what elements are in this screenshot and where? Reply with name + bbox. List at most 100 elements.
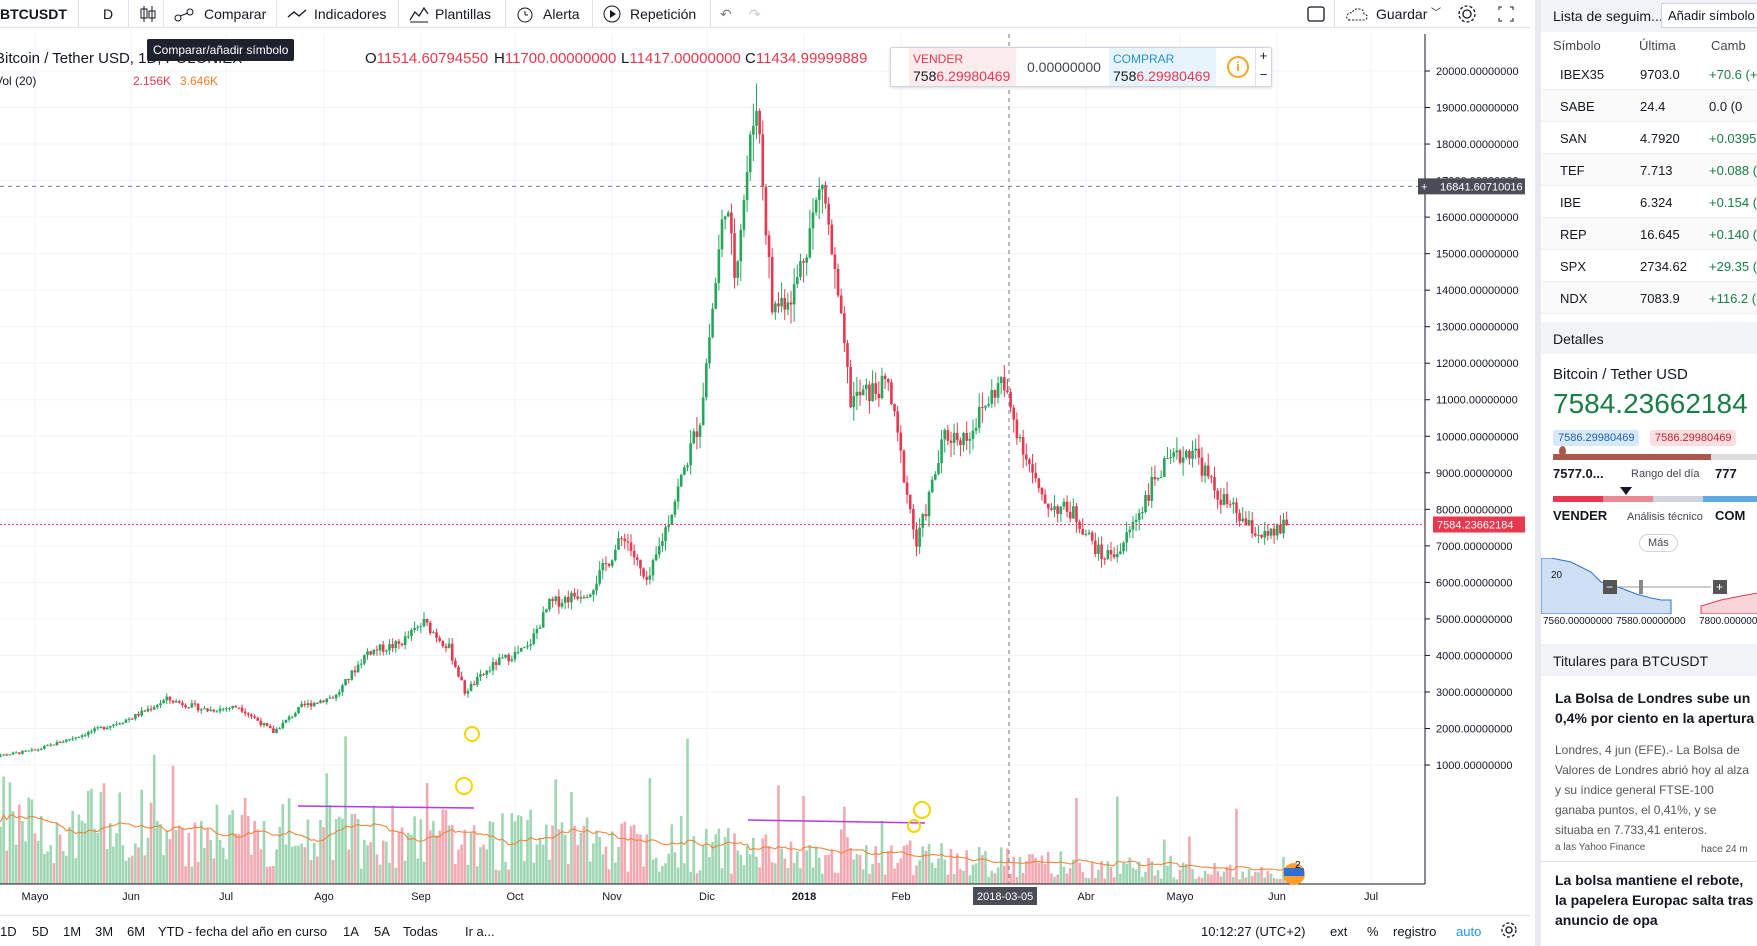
sell-button[interactable]: VENDER 7586.29980469 (909, 48, 1016, 86)
replay-icon[interactable] (601, 0, 623, 28)
price-axis[interactable]: 20000.00000000 19000.00000000 18000.000000… (1424, 34, 1530, 884)
volume-bar (309, 860, 313, 884)
goto-date-button[interactable]: Ir a... (465, 924, 495, 939)
alert-button[interactable]: Alerta (543, 6, 580, 22)
news-title[interactable]: Titulares para BTCUSDT (1553, 653, 1709, 669)
svg-text:16841.60710016: 16841.60710016 (1440, 181, 1523, 193)
candle-body (1024, 454, 1028, 460)
save-button[interactable]: Guardar (1376, 6, 1428, 22)
range-button[interactable]: 5A (374, 924, 390, 939)
price-chart[interactable]: 20000.00000000 19000.00000000 18000.000000… (0, 34, 1530, 914)
marker-circle[interactable] (464, 726, 480, 742)
add-symbol-button[interactable]: Añadir símbolo (1661, 3, 1757, 28)
minus-icon[interactable]: − (1255, 67, 1271, 86)
events-flag-icon[interactable]: 2 (1283, 860, 1305, 885)
interval-button[interactable]: D (103, 6, 114, 22)
candle-body (447, 643, 451, 648)
more-button[interactable]: Más (1639, 534, 1678, 552)
marker-circle[interactable] (907, 819, 921, 833)
candle-body (1184, 450, 1188, 458)
trend-line[interactable] (297, 805, 475, 809)
undo-icon[interactable]: ↶ (720, 6, 732, 22)
templates-button[interactable]: Plantillas (435, 6, 492, 22)
range-button[interactable]: 3M (95, 924, 114, 939)
templates-icon[interactable] (408, 0, 430, 28)
candle-body (256, 717, 260, 721)
candle-body (676, 486, 680, 502)
log-toggle[interactable]: registro (1393, 924, 1437, 939)
ext-toggle[interactable]: ext (1330, 924, 1348, 939)
candle-body (795, 277, 799, 285)
watchlist-row[interactable]: IBEX35 9703.0 +70.6 (+0 (1541, 58, 1757, 90)
alarm-clock-icon[interactable] (514, 0, 536, 28)
volume-bar (777, 785, 780, 884)
range-button[interactable]: 6M (127, 924, 146, 939)
percent-toggle[interactable]: % (1367, 924, 1379, 939)
cloud-icon[interactable] (1344, 0, 1370, 28)
chevron-down-icon[interactable]: ﹀ (1431, 8, 1441, 19)
replay-button[interactable]: Repetición (630, 6, 697, 22)
volume-bar (83, 823, 87, 884)
range-button[interactable]: 5D (32, 924, 49, 939)
news-item-body[interactable]: Londres, 4 jun (EFE).- La Bolsa de Valor… (1555, 743, 1749, 837)
compare-button[interactable]: Comparar (204, 6, 267, 22)
watchlist-row[interactable]: SAN 4.7920 +0.0395 (+0 (1541, 122, 1757, 154)
range-button[interactable]: 1D (0, 924, 17, 939)
watchlist-row[interactable]: SABE 24.4 0.0 (0 (1541, 90, 1757, 122)
range-button[interactable]: Todas (403, 924, 438, 939)
volume-bar (140, 789, 143, 884)
volume-bar (1021, 873, 1025, 884)
volume-bar (1043, 863, 1047, 884)
gear-icon[interactable] (1456, 0, 1478, 28)
volume-bar (545, 824, 548, 884)
indicators-icon[interactable] (286, 0, 308, 28)
gear-icon[interactable] (1500, 921, 1518, 942)
volume-bar (607, 869, 611, 884)
indicators-button[interactable]: Indicadores (314, 6, 387, 22)
clock-time[interactable]: 10:12:27 (UTC+2) (1201, 924, 1306, 939)
column-last[interactable]: Última (1639, 38, 1676, 53)
marker-circle[interactable] (455, 777, 473, 795)
fullscreen-toggle-icon[interactable] (1306, 0, 1326, 28)
depth-chart[interactable]: 20 − + (1541, 557, 1757, 615)
news-item-title[interactable]: La bolsa mantiene el rebote, la papelera… (1555, 872, 1754, 928)
marker-circle[interactable] (913, 801, 931, 819)
column-symbol[interactable]: Símbolo (1553, 38, 1601, 53)
auto-toggle[interactable]: auto (1456, 924, 1482, 939)
candle-body (934, 474, 937, 480)
range-button[interactable]: YTD - fecha del año en curso (158, 924, 328, 939)
candle-body (726, 212, 730, 217)
chart-area[interactable]: 20000.00000000 19000.00000000 18000.000000… (0, 34, 1530, 914)
info-icon[interactable]: i (1227, 56, 1249, 78)
news-item-title[interactable]: La Bolsa de Londres sube un 0,4% por cie… (1555, 690, 1755, 726)
candle-body (1263, 531, 1266, 538)
range-button[interactable]: 1M (63, 924, 82, 939)
time-axis[interactable]: Mayo Jun Jul Ago Sep Oct Nov Dic 2018 Feb Abr Mayo J… (0, 883, 1425, 903)
watchlist-row[interactable]: TEF 7.713 +0.088 (+1 (1541, 154, 1757, 186)
candle-body (830, 224, 834, 255)
volume-bar (839, 829, 843, 884)
column-change[interactable]: Camb (1711, 38, 1746, 53)
buy-button[interactable]: COMPRAR 7586.29980469 (1109, 48, 1216, 86)
details-title[interactable]: Detalles (1553, 331, 1604, 347)
trend-line[interactable] (747, 819, 926, 824)
candle-body (814, 199, 818, 213)
candle-body (1250, 520, 1254, 534)
plus-icon[interactable]: + (1255, 48, 1271, 67)
watchlist-row[interactable]: IBE 6.324 +0.154 (+2 (1541, 186, 1757, 218)
candle-body (858, 391, 862, 396)
watchlist-row[interactable]: SPX 2734.62 +29.35 (+1 (1541, 250, 1757, 282)
compare-icon[interactable] (172, 0, 196, 28)
range-button[interactable]: 1A (343, 924, 359, 939)
redo-icon[interactable]: ↷ (749, 6, 761, 22)
symbol-search[interactable]: BTCUSDT (0, 6, 67, 22)
watchlist-row[interactable]: REP 16.645 +0.140 (+0 (1541, 218, 1757, 250)
volume-bar (714, 834, 718, 884)
volume-bar (55, 822, 59, 884)
expand-icon[interactable] (1496, 0, 1516, 28)
crosshair-date-label: 2018-03-05 (973, 887, 1037, 905)
volume-legend-title[interactable]: Vol (20) (0, 74, 37, 88)
watchlist-title[interactable]: Lista de seguim... (1553, 8, 1663, 24)
candles-icon[interactable] (138, 0, 158, 28)
watchlist-row[interactable]: NDX 7083.9 +116.2 (+1 (1541, 282, 1757, 314)
